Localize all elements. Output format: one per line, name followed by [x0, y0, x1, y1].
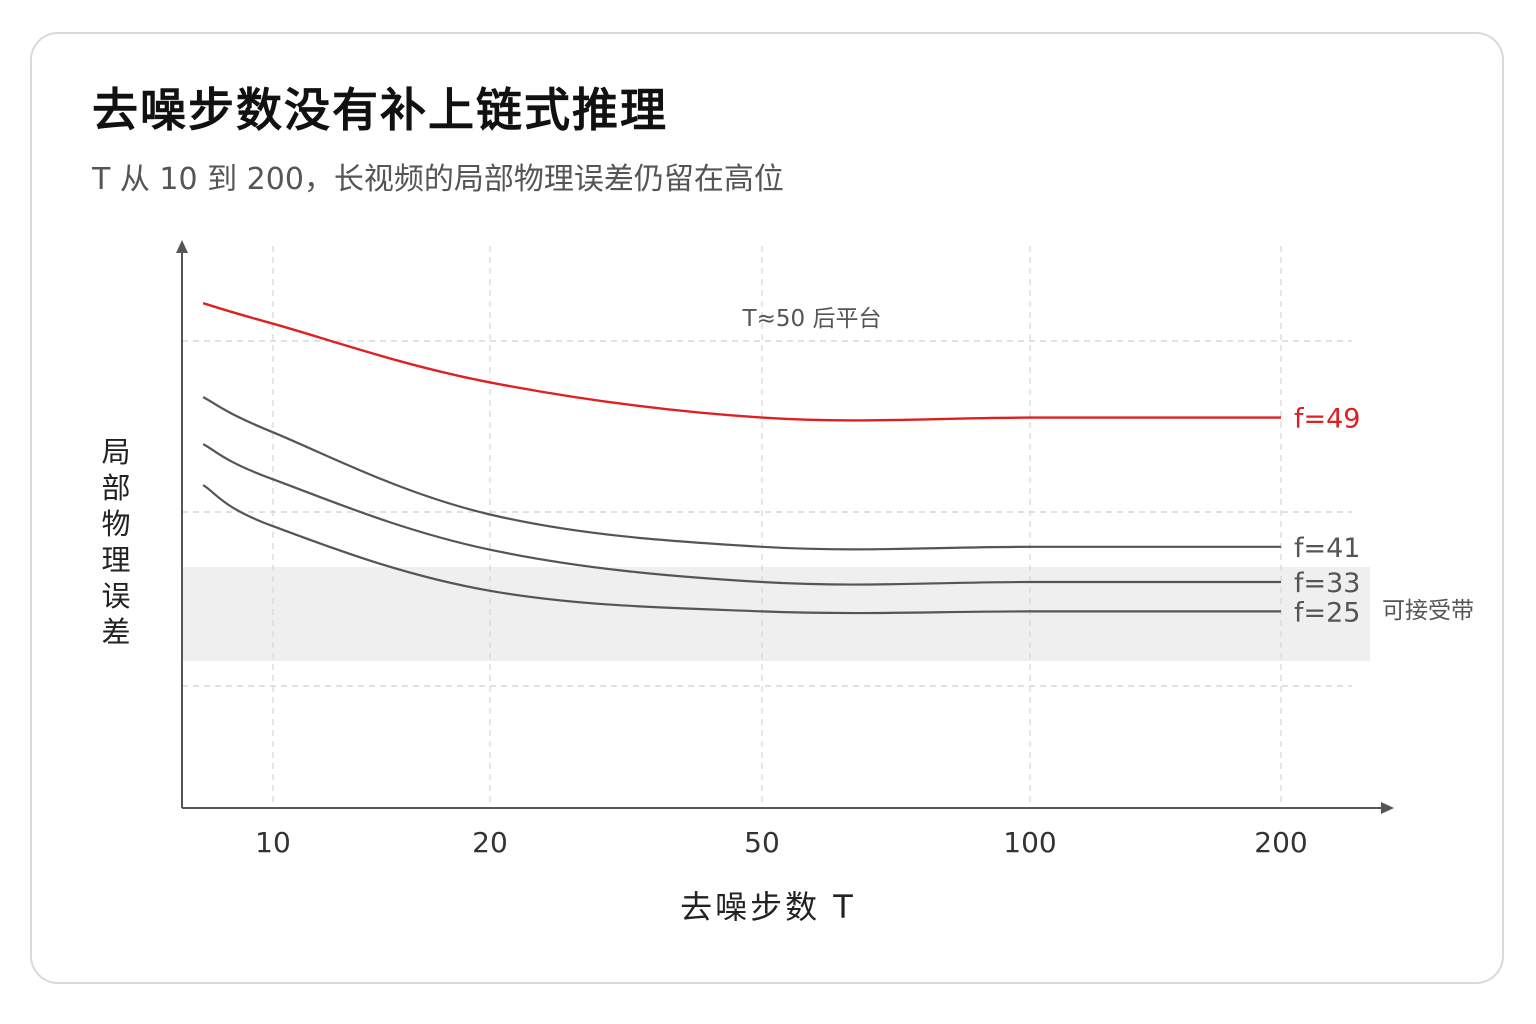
x-tick-label: 50 — [744, 826, 780, 859]
chart-title: 去噪步数没有补上链式推理 — [92, 83, 668, 137]
chart-card — [30, 32, 1504, 984]
series-line-f-41 — [202, 396, 1281, 551]
series-lines — [202, 302, 1281, 615]
series-line-f-33 — [202, 443, 1281, 586]
x-axis-label: 去噪步数 T — [680, 888, 856, 926]
x-axis-arrow — [1381, 802, 1394, 814]
series-line-f-25 — [202, 484, 1281, 615]
y-axis-arrow — [176, 240, 188, 253]
axes — [176, 240, 1394, 814]
series-label-f-25: f=25 — [1294, 597, 1361, 628]
y-axis-label: 局部物理误差 — [101, 435, 131, 649]
series-line-f-49 — [202, 302, 1281, 422]
x-tick-label: 20 — [472, 826, 508, 859]
series-label-f-49: f=49 — [1294, 404, 1361, 435]
x-tick-label: 100 — [1003, 826, 1056, 859]
plateau-annotation: T≈50 后平台 — [742, 306, 882, 332]
band-annotation: 可接受带 — [1382, 598, 1474, 624]
series-label-f-41: f=41 — [1294, 533, 1361, 564]
x-tick-label: 10 — [255, 826, 291, 859]
series-label-f-33: f=33 — [1294, 568, 1361, 599]
chart-subtitle: T 从 10 到 200，长视频的局部物理误差仍留在高位 — [92, 162, 784, 197]
x-tick-label: 200 — [1254, 826, 1307, 859]
grid — [182, 246, 1352, 806]
